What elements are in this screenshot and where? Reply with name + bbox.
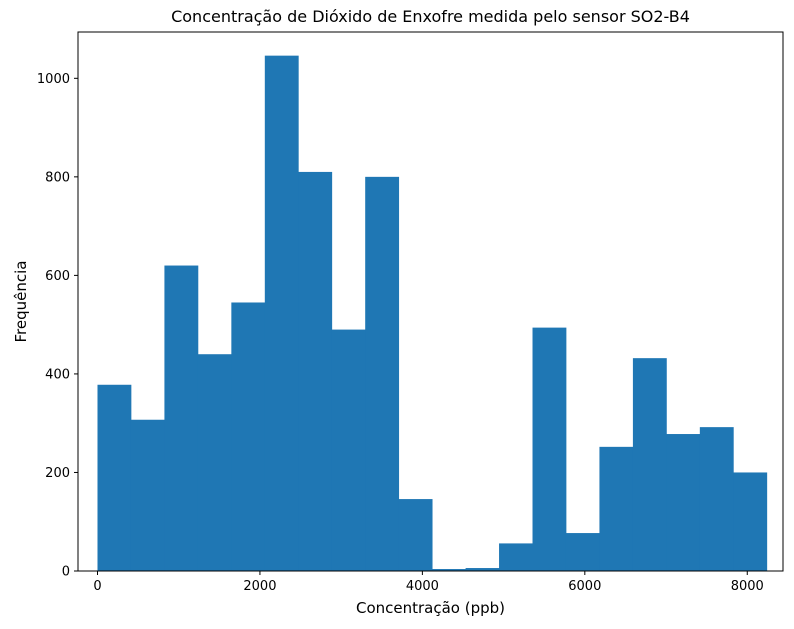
y-tick-label: 800 — [45, 170, 70, 185]
histogram-bar — [298, 171, 333, 571]
x-tick-label: 2000 — [243, 579, 276, 594]
histogram-bar — [432, 569, 466, 571]
histogram-bar — [365, 176, 400, 571]
histogram-bar — [532, 327, 567, 571]
histogram-bar — [565, 533, 600, 571]
histogram-bar — [666, 434, 701, 571]
x-axis-ticks: 0 2000 4000 6000 8000 — [93, 571, 764, 594]
histogram-bar — [264, 55, 299, 572]
y-axis-ticks: 0 200 400 600 800 1000 — [37, 72, 78, 580]
y-axis-label: Frequência — [12, 261, 30, 343]
x-tick-label: 4000 — [406, 579, 439, 594]
histogram-bar — [97, 384, 132, 571]
histogram-bar — [398, 499, 433, 571]
x-axis-label: Concentração (ppb) — [356, 599, 505, 617]
histogram-bar — [465, 568, 500, 571]
bars-group — [97, 55, 768, 572]
y-tick-label: 200 — [45, 466, 70, 481]
y-tick-label: 1000 — [37, 72, 70, 87]
histogram-bar — [599, 446, 634, 571]
y-tick-label: 600 — [45, 269, 70, 284]
histogram-bar — [733, 472, 768, 571]
chart-title: Concentração de Dióxido de Enxofre medid… — [171, 7, 690, 26]
y-tick-label: 400 — [45, 367, 70, 382]
x-tick-label: 8000 — [731, 579, 764, 594]
histogram-bar — [197, 354, 232, 571]
histogram-bar — [699, 427, 734, 571]
histogram-bar — [632, 358, 667, 571]
histogram-bar — [164, 265, 199, 571]
x-tick-label: 6000 — [568, 579, 601, 594]
histogram-bar — [331, 329, 366, 571]
plot-frame — [77, 31, 784, 572]
x-tick-label: 0 — [93, 579, 101, 594]
y-tick-label: 0 — [62, 565, 70, 580]
histogram-bar — [130, 419, 165, 571]
histogram-bar — [499, 543, 533, 571]
histogram-bar — [231, 302, 266, 571]
